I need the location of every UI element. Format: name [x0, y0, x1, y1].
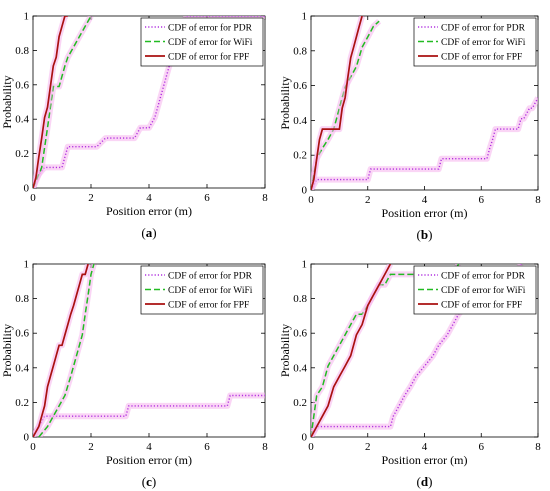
legend-entry-label: CDF of error for FPF	[168, 52, 249, 63]
y-tick-label: 1	[24, 11, 30, 23]
legend: CDF of error for PDR CDF of error for WiF…	[413, 265, 537, 315]
x-tick-label: 0	[30, 192, 36, 204]
y-tick-label: 0.6	[293, 328, 307, 340]
panel-label: (a)	[141, 225, 156, 240]
x-tick-label: 2	[88, 441, 94, 453]
x-tick-label: 0	[30, 441, 36, 453]
x-tick-label: 8	[262, 441, 268, 453]
y-tick-label: 0.8	[15, 293, 29, 305]
y-tick-label: 0	[302, 432, 308, 444]
legend-entry-label: CDF of error for FPF	[168, 300, 249, 311]
x-tick-label: 6	[479, 441, 485, 453]
x-tick-label: 8	[262, 192, 268, 204]
series-line-wifi	[33, 16, 92, 188]
series-halo	[311, 96, 538, 190]
y-tick-label: 0.4	[15, 362, 29, 374]
series-group	[33, 264, 265, 437]
panel-label: (c)	[142, 474, 156, 489]
series-line-fpf	[33, 16, 68, 188]
y-tick-label: 0.6	[15, 79, 29, 91]
y-tick-label: 0.4	[15, 114, 29, 126]
y-tick-label: 1	[302, 259, 308, 271]
series-line-pdr	[33, 16, 265, 188]
y-tick-label: 0.2	[293, 150, 307, 162]
y-axis-label: Probability	[278, 324, 292, 377]
y-tick-label: 0.6	[293, 80, 307, 92]
y-tick-label: 0	[302, 185, 308, 197]
legend-entry-label: CDF of error for WiFi	[168, 285, 253, 296]
chart-panel-b: 0 2 4 6 8 0 0.2 0.4 0.6 0.8 1 Position error (m) Pro…	[278, 11, 541, 243]
y-axis-label: Probability	[0, 75, 14, 128]
series-line-wifi	[311, 264, 460, 437]
panel-label: (d)	[417, 474, 433, 489]
chart-panel-c: 0 2 4 6 8 0 0.2 0.4 0.6 0.8 1 Position error (m) Pro…	[0, 259, 268, 490]
y-tick-label: 0.8	[15, 45, 29, 57]
legend-entry-label: CDF of error for PDR	[168, 23, 253, 34]
x-tick-label: 2	[365, 441, 371, 453]
series-halo	[33, 392, 265, 437]
legend-box	[413, 265, 537, 315]
legend-box	[413, 17, 537, 67]
series-group	[311, 16, 538, 190]
legend-box	[140, 265, 264, 315]
series-line-fpf	[33, 264, 89, 437]
x-tick-label: 6	[204, 441, 210, 453]
y-axis-label: Probability	[278, 76, 292, 129]
x-tick-label: 4	[146, 192, 152, 204]
series-line-fpf	[311, 264, 392, 437]
chart-panel-a: 0 2 4 6 8 0 0.2 0.4 0.6 0.8 1 Position error (m) Pro…	[0, 11, 268, 241]
series-line-fpf	[311, 16, 363, 190]
legend-entry-label: CDF of error for PDR	[441, 23, 526, 34]
x-tick-label: 6	[204, 192, 210, 204]
y-tick-label: 1	[24, 259, 30, 271]
y-tick-label: 0.2	[293, 397, 307, 409]
series-line-pdr	[311, 97, 538, 190]
legend: CDF of error for PDR CDF of error for WiF…	[413, 17, 537, 67]
legend-entry-label: CDF of error for FPF	[441, 52, 522, 63]
x-tick-label: 2	[88, 192, 94, 204]
y-tick-label: 0.4	[293, 362, 307, 374]
x-axis-label: Position error (m)	[106, 204, 192, 218]
y-tick-label: 0.2	[15, 397, 29, 409]
x-tick-label: 8	[535, 194, 541, 206]
x-axis-label: Position error (m)	[382, 206, 468, 220]
x-tick-label: 2	[365, 194, 371, 206]
legend-entry-label: CDF of error for FPF	[441, 300, 522, 311]
series-halo	[311, 264, 394, 437]
y-tick-label: 0.8	[293, 293, 307, 305]
x-tick-label: 8	[535, 441, 541, 453]
x-tick-label: 0	[308, 194, 314, 206]
x-axis-label: Position error (m)	[106, 453, 192, 467]
x-tick-label: 6	[479, 194, 485, 206]
legend-entry-label: CDF of error for WiFi	[441, 285, 526, 296]
y-tick-label: 0.4	[293, 115, 307, 127]
x-tick-label: 0	[308, 441, 314, 453]
legend: CDF of error for PDR CDF of error for WiF…	[140, 17, 264, 67]
y-tick-label: 0.8	[293, 45, 307, 57]
x-tick-label: 4	[422, 194, 428, 206]
legend-entry-label: CDF of error for WiFi	[168, 37, 253, 48]
y-tick-label: 0.2	[15, 148, 29, 160]
series-line-wifi	[38, 264, 95, 437]
legend-entry-label: CDF of error for WiFi	[441, 37, 526, 48]
chart-panel-d: 0 2 4 6 8 0 0.2 0.4 0.6 0.8 1 Position error (m) Pro…	[278, 259, 541, 490]
legend: CDF of error for PDR CDF of error for WiF…	[140, 265, 264, 315]
x-tick-label: 4	[422, 441, 428, 453]
y-axis-label: Probability	[0, 324, 14, 377]
y-tick-label: 0	[24, 432, 30, 444]
x-axis-label: Position error (m)	[382, 453, 468, 467]
y-tick-label: 0.6	[15, 328, 29, 340]
y-tick-label: 0	[24, 183, 30, 195]
series-halo	[36, 264, 97, 437]
legend-entry-label: CDF of error for PDR	[168, 271, 253, 282]
x-tick-label: 4	[146, 441, 152, 453]
y-tick-label: 1	[302, 11, 308, 23]
legend-box	[140, 17, 264, 67]
legend-entry-label: CDF of error for PDR	[441, 271, 526, 282]
panel-label: (b)	[417, 227, 433, 242]
